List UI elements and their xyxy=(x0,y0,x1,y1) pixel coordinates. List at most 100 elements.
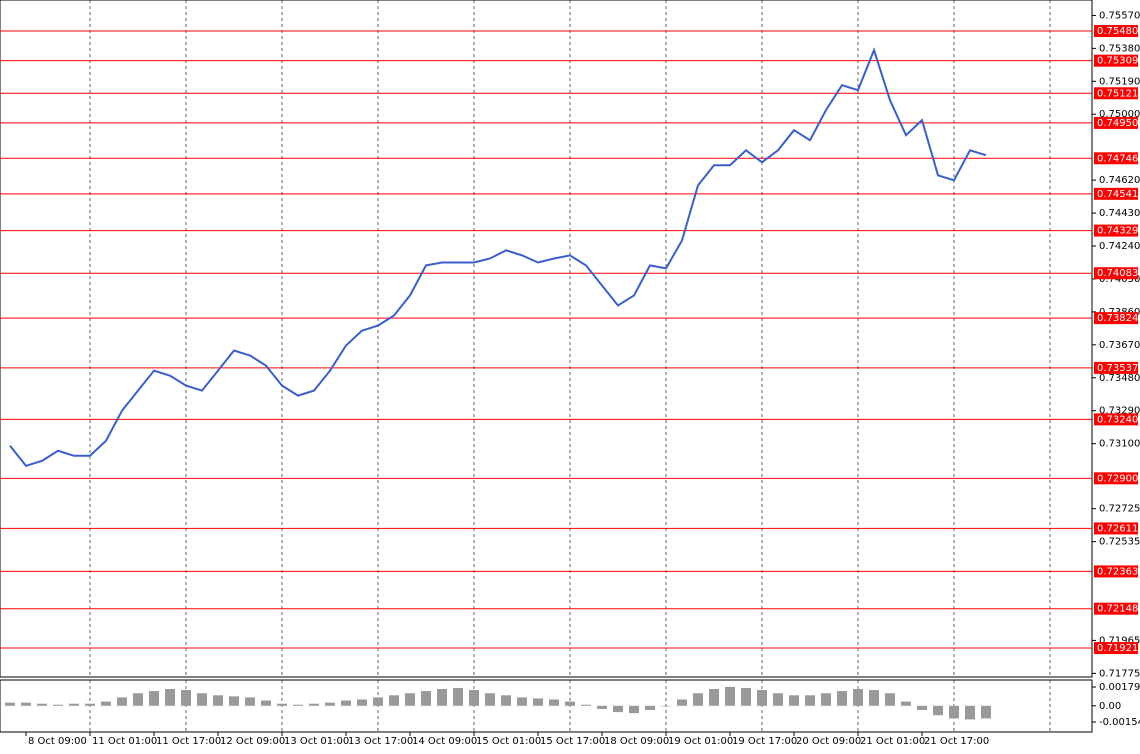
histogram-bar xyxy=(629,705,639,714)
histogram-bar xyxy=(821,693,831,706)
histogram-bar xyxy=(69,703,79,706)
histogram-bar xyxy=(981,705,991,719)
histogram-bar xyxy=(565,701,575,706)
histogram-bar xyxy=(581,704,591,706)
y-tick-label: 0.74430 xyxy=(1099,208,1140,219)
histogram-bar xyxy=(53,704,63,706)
histogram-bar xyxy=(309,703,319,706)
histogram-bar xyxy=(117,697,127,706)
histogram-bar xyxy=(293,704,303,706)
level-label: 0.72148 xyxy=(1097,604,1138,615)
oscillator-panel xyxy=(0,679,1093,733)
histogram-bar xyxy=(325,702,335,706)
y-tick-label: 0.75190 xyxy=(1099,76,1140,87)
x-tick-label: 18 Oct 09:00 xyxy=(604,736,669,747)
x-tick-label: 15 Oct 17:00 xyxy=(540,736,605,747)
x-tick-label: 13 Oct 01:00 xyxy=(284,736,349,747)
y-tick-label: 0.73100 xyxy=(1099,439,1140,450)
level-label-box xyxy=(1094,25,1138,38)
histogram-bar xyxy=(837,691,847,706)
level-label: 0.75121 xyxy=(1097,88,1138,99)
level-label-box xyxy=(1094,602,1138,615)
histogram-bar xyxy=(101,701,111,706)
x-tick-label: 15 Oct 01:00 xyxy=(476,736,541,747)
histogram-bar xyxy=(773,693,783,706)
histogram-bar xyxy=(405,693,415,706)
level-label-box xyxy=(1094,87,1138,100)
histogram-bar xyxy=(613,705,623,713)
level-label-box xyxy=(1094,565,1138,578)
price-line xyxy=(9,47,987,467)
y-tick-label: 0.74620 xyxy=(1099,175,1140,186)
histogram-bar xyxy=(421,691,431,706)
histogram-bar xyxy=(677,699,687,706)
histogram-bar xyxy=(469,690,479,706)
histogram-bar xyxy=(341,700,351,706)
level-label: 0.73240 xyxy=(1097,414,1138,425)
histogram-bar xyxy=(389,695,399,706)
histogram-bar xyxy=(901,701,911,706)
histogram-bar xyxy=(645,705,655,710)
histogram-bar xyxy=(245,697,255,706)
histogram-bar xyxy=(149,691,159,706)
level-label: 0.72363 xyxy=(1097,566,1138,577)
main-panel xyxy=(0,0,1093,678)
histogram-bar xyxy=(357,699,367,706)
histogram-bar xyxy=(757,690,767,706)
y-tick-label: 0.74240 xyxy=(1099,241,1140,252)
y-tick-label: 0.73480 xyxy=(1099,373,1140,384)
x-tick-label: 19 Oct 01:00 xyxy=(668,736,733,747)
histogram-bar xyxy=(373,697,383,706)
level-label: 0.74329 xyxy=(1097,226,1138,237)
level-label-box xyxy=(1094,642,1138,655)
histogram-bar xyxy=(85,703,95,706)
level-label-box xyxy=(1094,187,1138,200)
histogram-bar xyxy=(277,703,287,706)
x-tick-label: 11 Oct 17:00 xyxy=(156,736,221,747)
y-tick-label: 0.72535 xyxy=(1099,537,1140,548)
y-tick-label: 0.75380 xyxy=(1099,43,1140,54)
histogram-bar xyxy=(933,705,943,716)
y-tick-label: 0.73290 xyxy=(1099,406,1140,417)
histogram-bar xyxy=(21,702,31,706)
level-label-box xyxy=(1094,224,1138,237)
x-tick-label: 13 Oct 17:00 xyxy=(348,736,413,747)
histogram-bar xyxy=(485,693,495,706)
histogram-bar xyxy=(213,695,223,706)
x-tick-label: 12 Oct 09:00 xyxy=(220,736,285,747)
histogram-bar xyxy=(965,705,975,720)
histogram-bar xyxy=(949,705,959,719)
y-tick-label: 0.71775 xyxy=(1099,668,1140,679)
level-label: 0.71921 xyxy=(1097,643,1138,654)
histogram-bar xyxy=(229,696,239,706)
level-label: 0.74746 xyxy=(1097,153,1138,164)
y-tick-label: 0.75570 xyxy=(1099,10,1140,21)
level-label: 0.73824 xyxy=(1097,313,1138,324)
x-tick-label: 21 Oct 17:00 xyxy=(924,736,989,747)
histogram-bar xyxy=(197,693,207,706)
histogram-bar xyxy=(549,699,559,706)
level-label: 0.72611 xyxy=(1097,523,1138,534)
x-tick-label: 19 Oct 17:00 xyxy=(732,736,797,747)
x-tick-label: 20 Oct 09:00 xyxy=(796,736,861,747)
histogram-bar xyxy=(501,695,511,706)
level-label-box xyxy=(1094,54,1138,67)
histogram-bar xyxy=(453,687,463,706)
histogram-bar xyxy=(133,693,143,706)
y-tick-label: 0.72725 xyxy=(1099,504,1140,515)
x-tick-label: 14 Oct 09:00 xyxy=(412,736,477,747)
level-label: 0.74083 xyxy=(1097,268,1138,279)
level-label-box xyxy=(1094,267,1138,280)
level-label: 0.74950 xyxy=(1097,118,1138,129)
y-tick-label: 0.001793 xyxy=(1099,682,1140,693)
x-tick-label: 21 Oct 01:00 xyxy=(860,736,925,747)
histogram-bar xyxy=(885,693,895,706)
histogram-bar xyxy=(5,702,15,706)
level-label: 0.73537 xyxy=(1097,363,1138,374)
x-tick-label: 11 Oct 01:00 xyxy=(92,736,157,747)
histogram-bar xyxy=(165,689,175,706)
histogram-bar xyxy=(533,698,543,706)
histogram-bar xyxy=(853,689,863,706)
level-label-box xyxy=(1094,472,1138,485)
